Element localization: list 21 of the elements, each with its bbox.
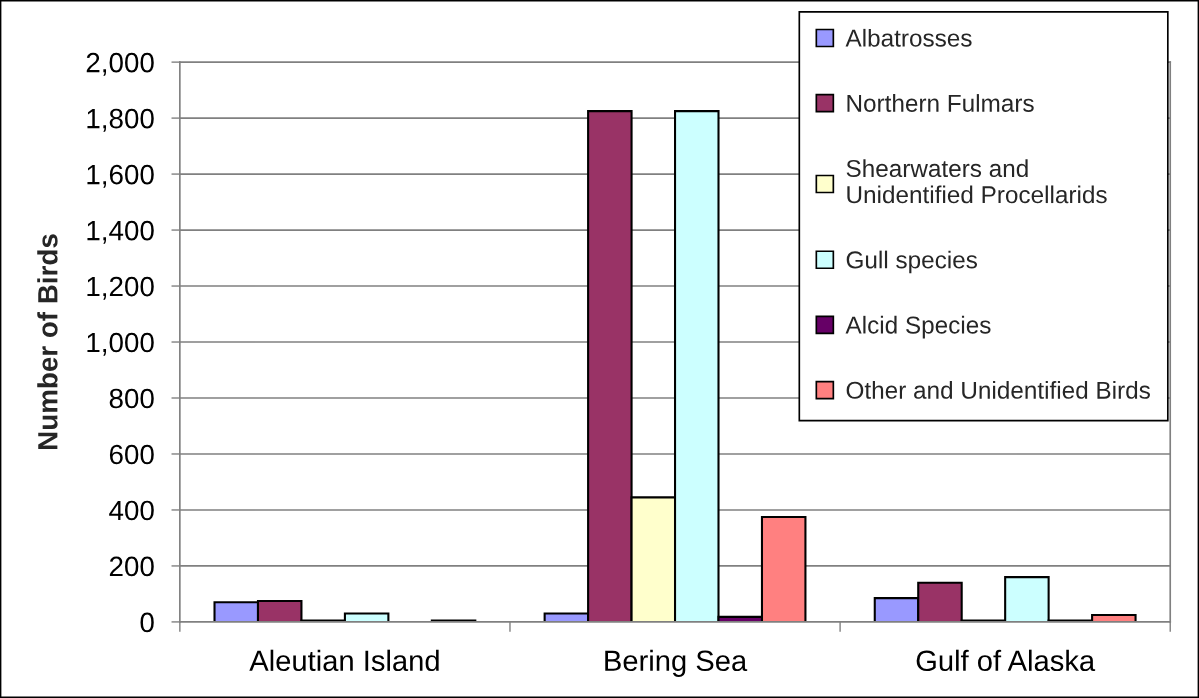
legend-label: Other and Unidentified Birds xyxy=(846,381,1150,399)
legend-label: Alcid Species xyxy=(845,315,991,339)
legend-label: Gull species xyxy=(846,250,977,274)
y-tick-label: 200 xyxy=(109,556,154,577)
y-tick-label: 1,200 xyxy=(87,276,154,300)
y-axis-title: Number of Birds xyxy=(37,234,58,449)
y-tick-label: 600 xyxy=(109,444,154,465)
legend-label: Northern Fulmars xyxy=(847,94,1034,112)
y-tick-label: 1,000 xyxy=(87,332,154,356)
x-tick-label: Gulf of Alaska xyxy=(916,649,1096,672)
y-tick-label: 0 xyxy=(140,612,154,633)
legend-label: Shearwaters and Unidentified Procellarids xyxy=(846,159,1107,204)
y-tick-label: 1,600 xyxy=(87,164,154,188)
legend-label: Albatrosses xyxy=(845,28,972,47)
x-tick-label: Bering Sea xyxy=(605,649,748,677)
x-tick-label: Aleutian Island xyxy=(249,649,439,672)
y-tick-label: 800 xyxy=(109,388,154,409)
y-tick-label: 1,800 xyxy=(87,108,154,132)
y-tick-label: 400 xyxy=(109,500,154,521)
y-tick-label: 1,400 xyxy=(87,220,154,244)
y-tick-label: 2,000 xyxy=(86,52,154,76)
